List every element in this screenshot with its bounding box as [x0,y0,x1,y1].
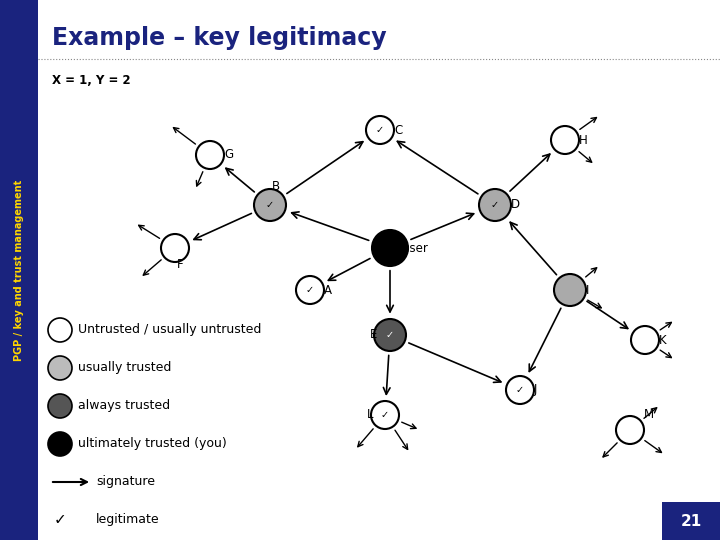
Text: user: user [402,241,428,254]
Circle shape [366,116,394,144]
Circle shape [506,376,534,404]
Circle shape [616,416,644,444]
Text: ✓: ✓ [381,410,389,420]
Text: X = 1, Y = 2: X = 1, Y = 2 [52,73,130,86]
Text: F: F [177,258,184,271]
Text: Untrusted / usually untrusted: Untrusted / usually untrusted [78,323,261,336]
Text: ✓: ✓ [491,200,499,210]
Text: ✓: ✓ [53,512,66,528]
Circle shape [48,432,72,456]
Text: A: A [324,284,332,296]
Bar [662,502,720,540]
Circle shape [161,234,189,262]
Text: legitimate: legitimate [96,514,160,526]
Text: I: I [586,284,590,296]
Text: L: L [367,408,374,422]
Text: signature: signature [96,476,155,489]
Circle shape [631,326,659,354]
Circle shape [551,126,579,154]
Text: ✓: ✓ [306,285,314,295]
Text: K: K [659,334,667,347]
Text: J: J [534,383,537,396]
Bar [38,0,720,58]
Circle shape [371,401,399,429]
Circle shape [196,141,224,169]
Text: E: E [370,328,377,341]
Circle shape [296,276,324,304]
Text: ✓: ✓ [266,200,274,210]
Text: C: C [394,124,402,137]
Text: ✓: ✓ [516,385,524,395]
Text: 21: 21 [680,514,701,529]
Text: H: H [579,133,588,146]
Bar [0,0,38,540]
Circle shape [374,319,406,351]
Text: usually trusted: usually trusted [78,361,171,375]
Text: ✓: ✓ [386,330,394,340]
Circle shape [554,274,586,306]
Circle shape [372,230,408,266]
Text: D: D [511,199,520,212]
Circle shape [479,189,511,221]
Text: always trusted: always trusted [78,400,170,413]
Text: ultimately trusted (you): ultimately trusted (you) [78,437,227,450]
Circle shape [48,356,72,380]
Text: PGP / key and trust management: PGP / key and trust management [14,179,24,361]
Text: Example – key legitimacy: Example – key legitimacy [52,26,387,50]
Circle shape [254,189,286,221]
Text: G: G [224,148,233,161]
Text: ✓: ✓ [376,125,384,135]
Circle shape [48,394,72,418]
Circle shape [48,318,72,342]
Text: B: B [272,180,280,193]
Text: M: M [644,408,654,421]
